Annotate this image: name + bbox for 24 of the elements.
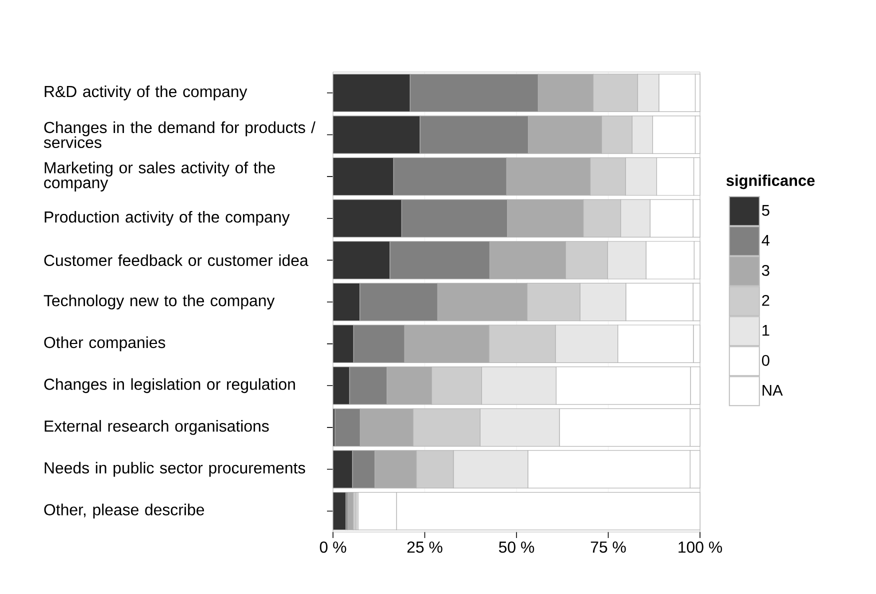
legend-label: 0 bbox=[762, 354, 770, 366]
y-tick-label: Production activity of the company bbox=[44, 210, 290, 226]
legend-label: 2 bbox=[762, 294, 770, 306]
y-tick-label: Customer feedback or customer idea bbox=[44, 254, 308, 266]
y-tick-label: Needs in public sector procurements bbox=[44, 462, 306, 477]
x-tick-label: 75 % bbox=[590, 542, 626, 553]
legend-label: NA bbox=[762, 385, 783, 396]
legend-label: 1 bbox=[762, 325, 770, 336]
y-tick-label: Technology new to the company bbox=[44, 294, 275, 310]
y-tick-label: Changes in legislation or regulation bbox=[44, 378, 295, 394]
x-tick-label: 25 % bbox=[407, 542, 442, 553]
legend-label: 4 bbox=[762, 235, 770, 246]
y-tick-label: R&D activity of the company bbox=[44, 85, 248, 100]
legend-label: 5 bbox=[762, 205, 770, 216]
y-tick-label: Other, please describe bbox=[44, 504, 204, 519]
x-tick-label: 100 % bbox=[678, 542, 722, 553]
x-tick-label: 0 % bbox=[320, 542, 346, 553]
y-tick-label: Marketing or sales activity of the company bbox=[44, 162, 275, 192]
y-tick-label: Changes in the demand for products / services bbox=[44, 121, 316, 148]
y-tick-label: External research organisations bbox=[44, 420, 269, 435]
legend-label: 3 bbox=[762, 264, 770, 276]
x-tick-label: 50 % bbox=[498, 542, 534, 553]
y-tick-label: Other companies bbox=[44, 336, 166, 352]
legend-title: significance bbox=[726, 174, 815, 190]
